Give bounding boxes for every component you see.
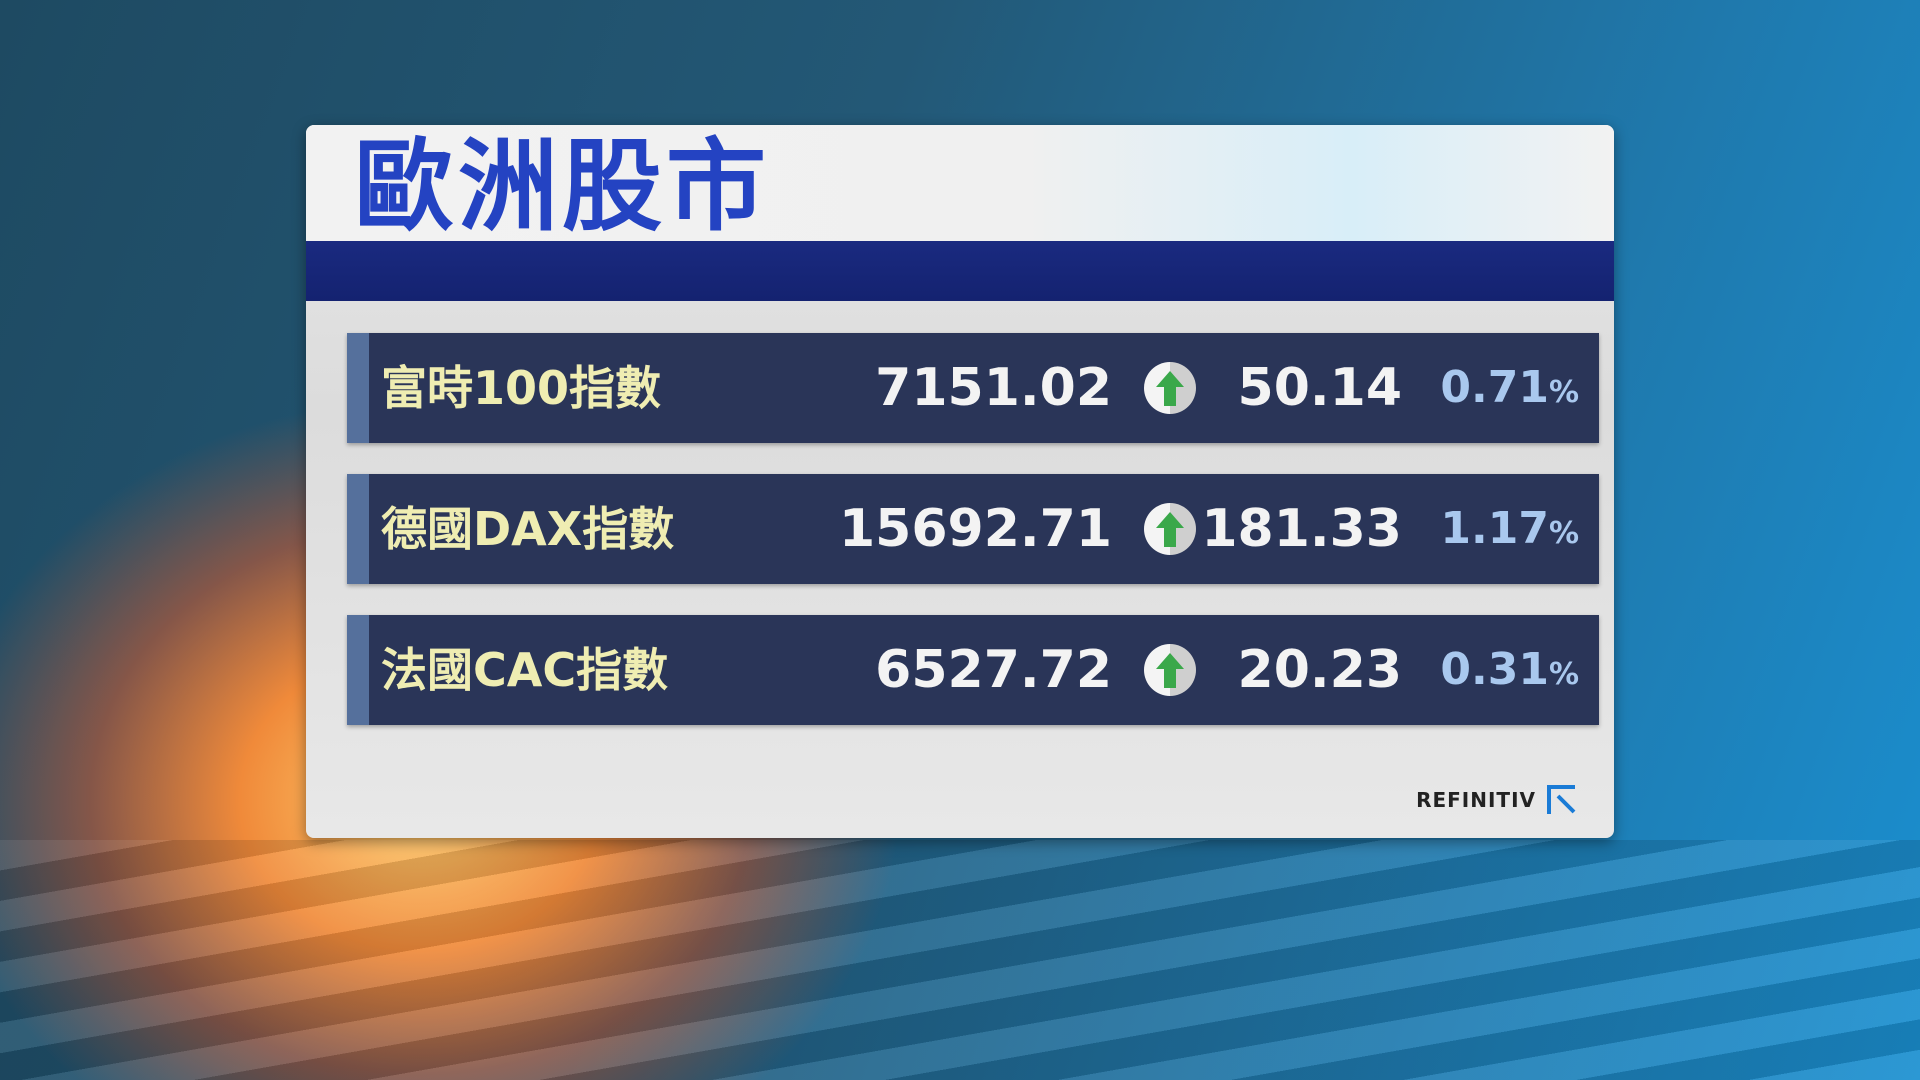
index-percent: 0.31% xyxy=(1419,615,1599,730)
page-title: 歐洲股市 xyxy=(354,128,770,245)
index-percent: 1.17% xyxy=(1419,474,1599,589)
percent-sign: % xyxy=(1548,516,1579,551)
percent-value: 0.71 xyxy=(1440,362,1549,413)
index-row: 法國CAC指數 6527.72 20.23 0.31% xyxy=(347,615,1599,725)
index-name: 法國CAC指數 xyxy=(381,643,669,697)
percent-sign: % xyxy=(1548,657,1579,692)
refinitiv-logo-icon xyxy=(1547,785,1576,814)
background-floor xyxy=(0,840,1920,1080)
header-band xyxy=(306,241,1614,301)
index-name: 德國DAX指數 xyxy=(381,502,675,556)
index-change: 181.33 xyxy=(1201,499,1402,559)
percent-value: 1.17 xyxy=(1440,503,1549,554)
index-value: 15692.71 xyxy=(838,499,1112,559)
index-row: 德國DAX指數 15692.71 181.33 1.17% xyxy=(347,474,1599,584)
logo-text: REFINITIV xyxy=(1416,788,1536,812)
index-change: 50.14 xyxy=(1237,358,1402,418)
index-value: 6527.72 xyxy=(875,640,1112,700)
market-card: 歐洲股市 富時100指數 7151.02 50.14 0.71% 德國DAX指數 … xyxy=(306,125,1614,838)
index-value: 7151.02 xyxy=(875,358,1112,418)
arrow-up-circle-icon xyxy=(1144,644,1196,696)
percent-value: 0.31 xyxy=(1440,644,1549,695)
index-row: 富時100指數 7151.02 50.14 0.71% xyxy=(347,333,1599,443)
index-name: 富時100指數 xyxy=(381,361,662,415)
arrow-up-circle-icon xyxy=(1144,503,1196,555)
index-change: 20.23 xyxy=(1237,640,1402,700)
title-band: 歐洲股市 xyxy=(306,125,1614,245)
index-percent: 0.71% xyxy=(1419,333,1599,448)
arrow-up-circle-icon xyxy=(1144,362,1196,414)
refinitiv-logo: REFINITIV xyxy=(1416,784,1578,816)
percent-sign: % xyxy=(1548,375,1579,410)
